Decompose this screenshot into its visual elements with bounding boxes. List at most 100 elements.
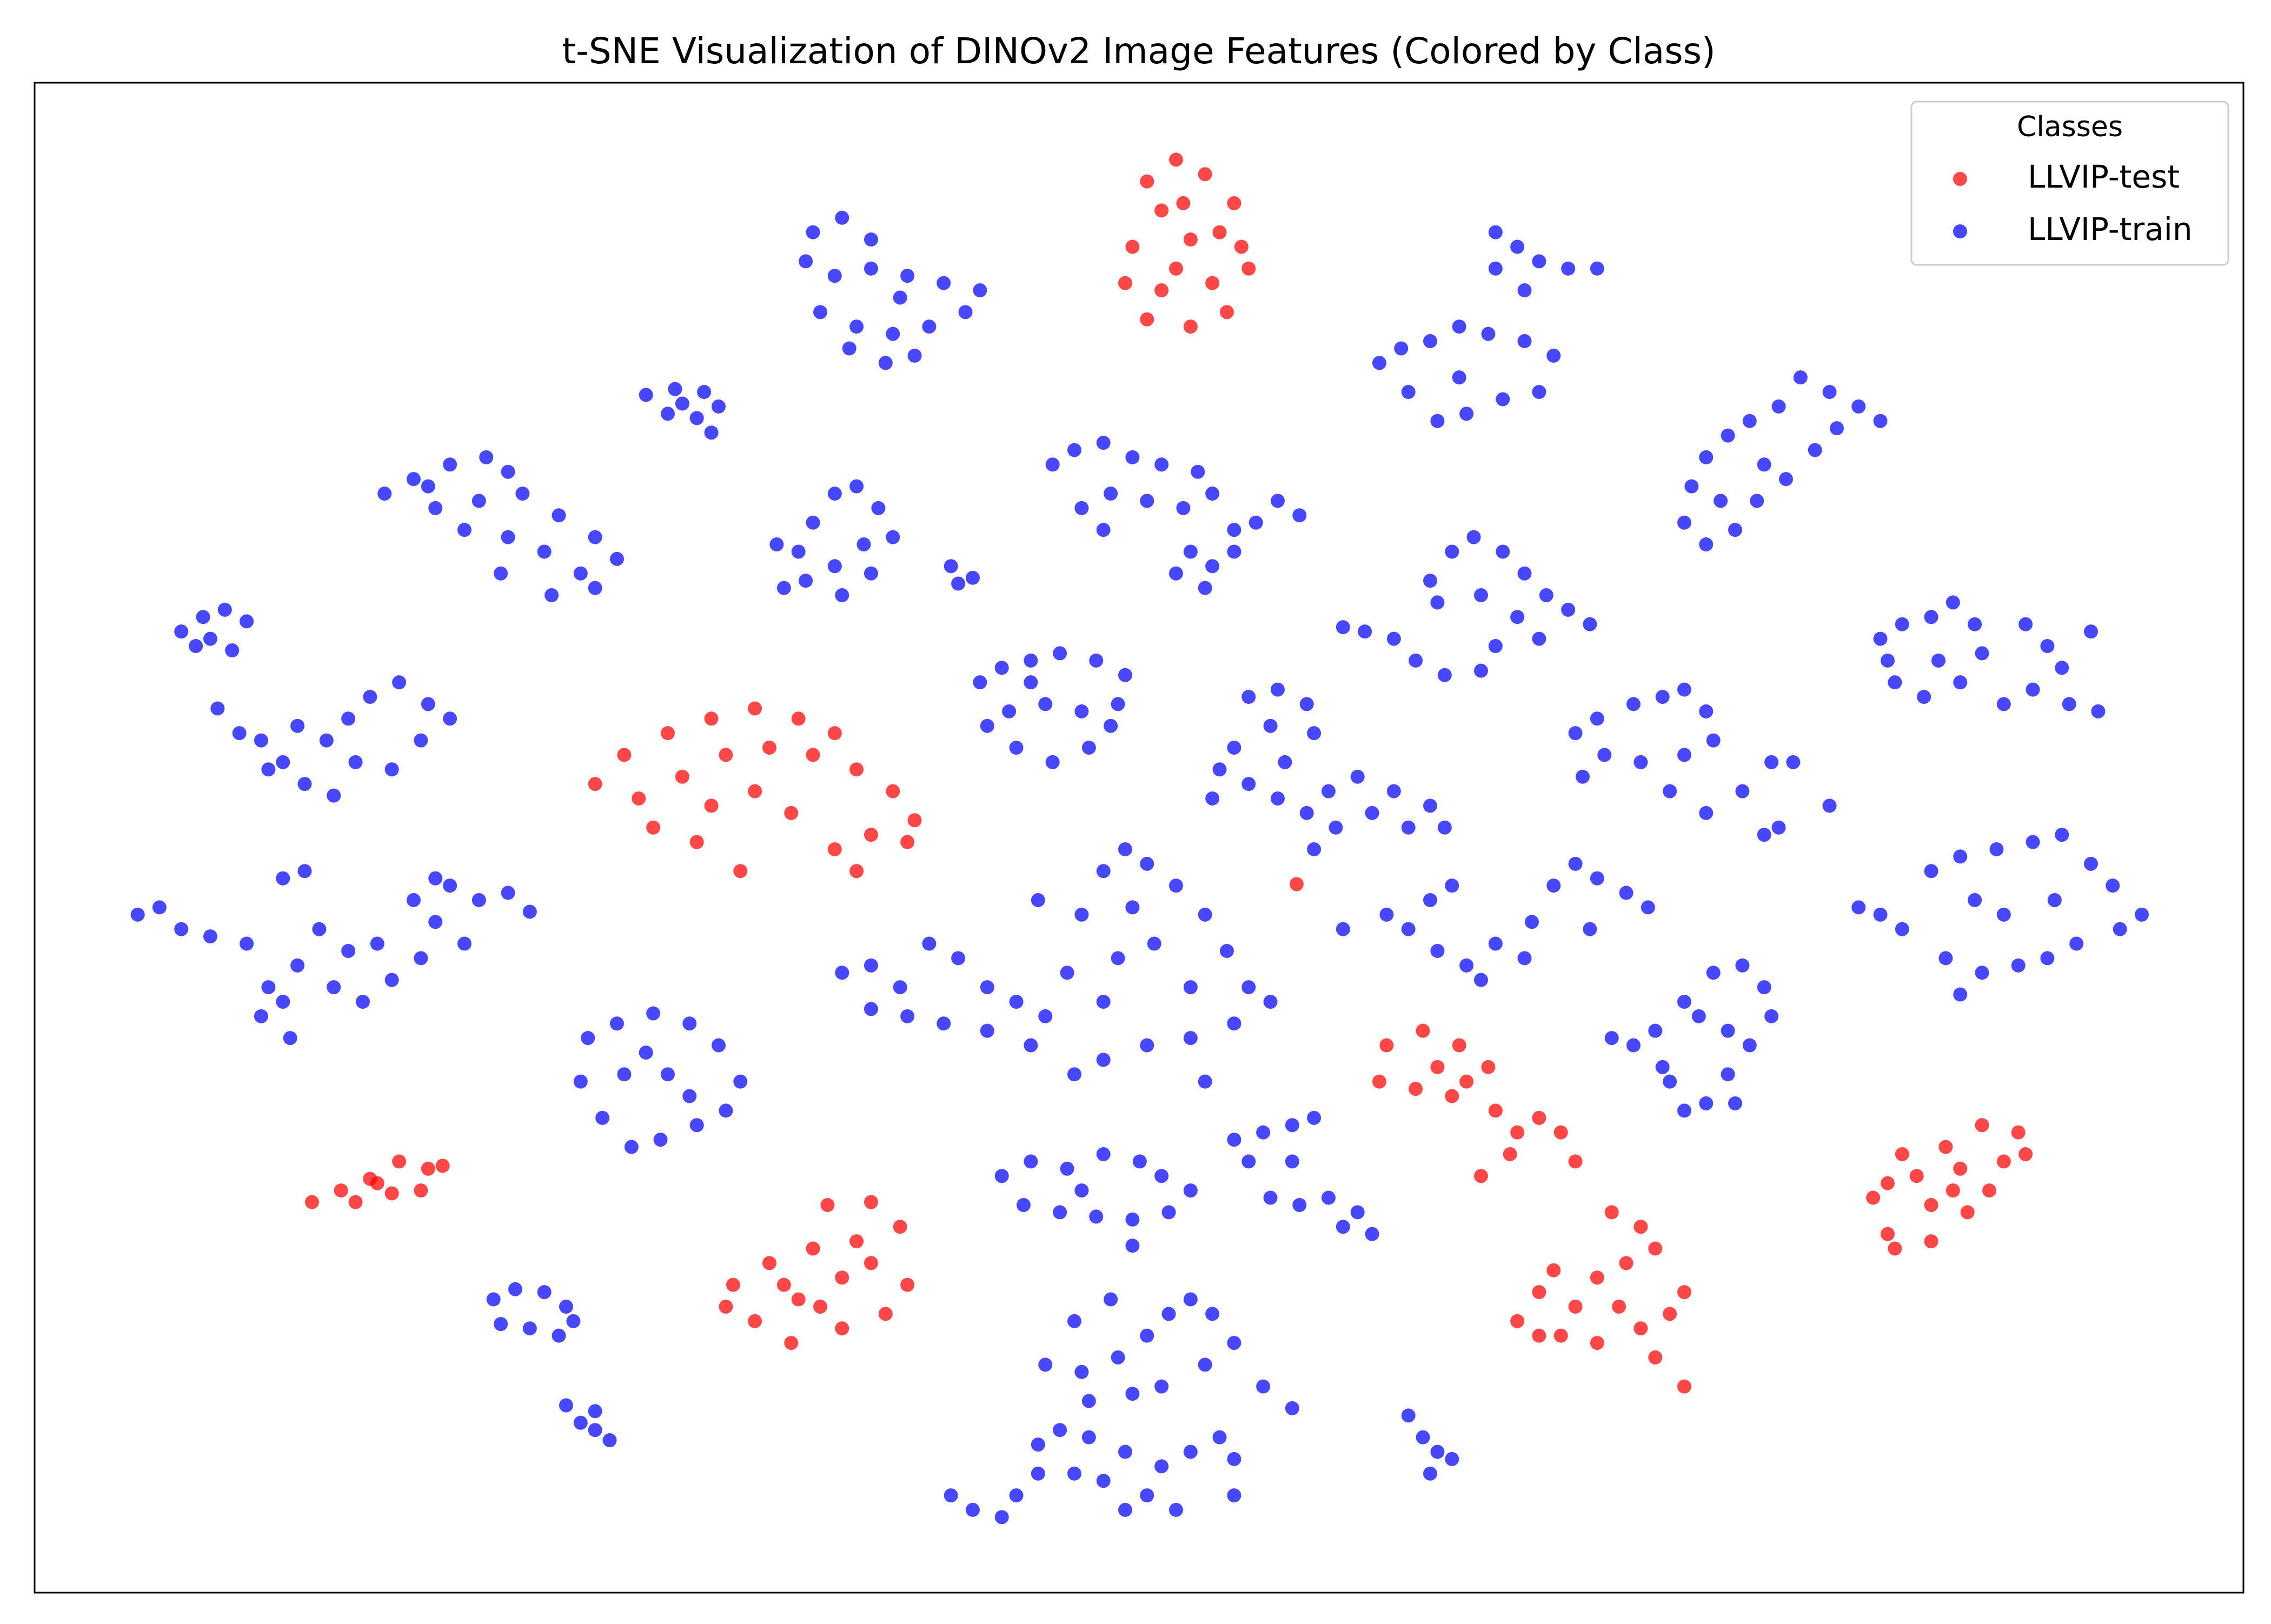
point [1721, 1067, 1735, 1082]
point [290, 958, 305, 973]
point [849, 479, 864, 494]
point [1568, 856, 1583, 871]
point [2062, 697, 2076, 711]
legend-marker [1953, 172, 1967, 186]
point [1270, 791, 1285, 806]
chart-title: t-SNE Visualization of DINOv2 Image Feat… [562, 30, 1716, 72]
point [573, 1415, 588, 1430]
point [1975, 966, 1989, 980]
point [1241, 689, 1256, 704]
point [174, 922, 189, 936]
point [1510, 1125, 1525, 1140]
point [1038, 697, 1053, 711]
point [1793, 370, 1808, 385]
point [689, 411, 704, 425]
point [1633, 755, 1648, 769]
point [421, 1161, 435, 1176]
point [1735, 958, 1750, 973]
point [1321, 1190, 1336, 1205]
point [719, 1103, 733, 1118]
point [864, 566, 878, 581]
point [1619, 886, 1633, 900]
point [704, 425, 719, 440]
point [1539, 588, 1553, 603]
point [1633, 1321, 1648, 1336]
point [1270, 494, 1285, 508]
point [1125, 239, 1140, 254]
point [937, 276, 951, 290]
point [1648, 1023, 1663, 1038]
point [1125, 1387, 1140, 1401]
point [1292, 508, 1307, 523]
point [1866, 1190, 1881, 1205]
point [632, 791, 646, 806]
point [660, 726, 675, 741]
point [1285, 1401, 1299, 1415]
point [1459, 407, 1474, 421]
point [312, 922, 327, 936]
point [878, 1307, 893, 1321]
point [1445, 1089, 1459, 1103]
point [297, 777, 312, 791]
point [835, 588, 849, 603]
point [1953, 849, 1968, 864]
point [1706, 733, 1721, 748]
point [1289, 877, 1304, 891]
point [1982, 1183, 1996, 1198]
point [1677, 1285, 1691, 1300]
point [261, 762, 276, 777]
point [639, 1045, 653, 1060]
point [965, 1502, 980, 1517]
point [1118, 1502, 1132, 1517]
point [1931, 653, 1945, 668]
point [1532, 1328, 1546, 1343]
point [1423, 798, 1437, 813]
point [130, 907, 145, 922]
point [1074, 907, 1089, 922]
point [668, 382, 682, 396]
point [1104, 487, 1118, 501]
point [537, 1285, 552, 1300]
point [457, 936, 472, 951]
point [1728, 523, 1742, 537]
point [1829, 421, 1844, 436]
point [1278, 755, 1292, 769]
point [414, 951, 428, 966]
legend: Classes LLVIP-test LLVIP-train [1910, 101, 2229, 266]
point [1597, 748, 1612, 762]
point [232, 726, 247, 741]
point [1358, 624, 1372, 639]
point [421, 697, 435, 711]
point [1118, 668, 1132, 682]
point [1561, 602, 1576, 617]
point [813, 305, 827, 320]
point [922, 320, 937, 334]
point [304, 1195, 319, 1209]
point [174, 624, 189, 639]
point [1227, 1488, 1241, 1503]
point [210, 701, 225, 716]
point [1488, 1103, 1503, 1118]
point [1583, 617, 1597, 631]
point [1996, 1154, 2011, 1169]
point [1379, 907, 1394, 922]
point [1445, 544, 1459, 559]
point [1234, 239, 1249, 254]
point [1067, 1466, 1081, 1481]
point [428, 501, 443, 515]
point [994, 1169, 1009, 1183]
point [1735, 784, 1750, 798]
point [581, 1031, 595, 1046]
point [1067, 443, 1081, 457]
point [1546, 1263, 1561, 1277]
point [1365, 806, 1379, 820]
point [1256, 1125, 1271, 1140]
point [1699, 806, 1714, 820]
point [1677, 1103, 1691, 1118]
point [2083, 624, 2098, 639]
point [1024, 1154, 1038, 1169]
point [1067, 1314, 1081, 1328]
point [1953, 1161, 1968, 1176]
point [1633, 1220, 1648, 1234]
point [1568, 1299, 1583, 1314]
